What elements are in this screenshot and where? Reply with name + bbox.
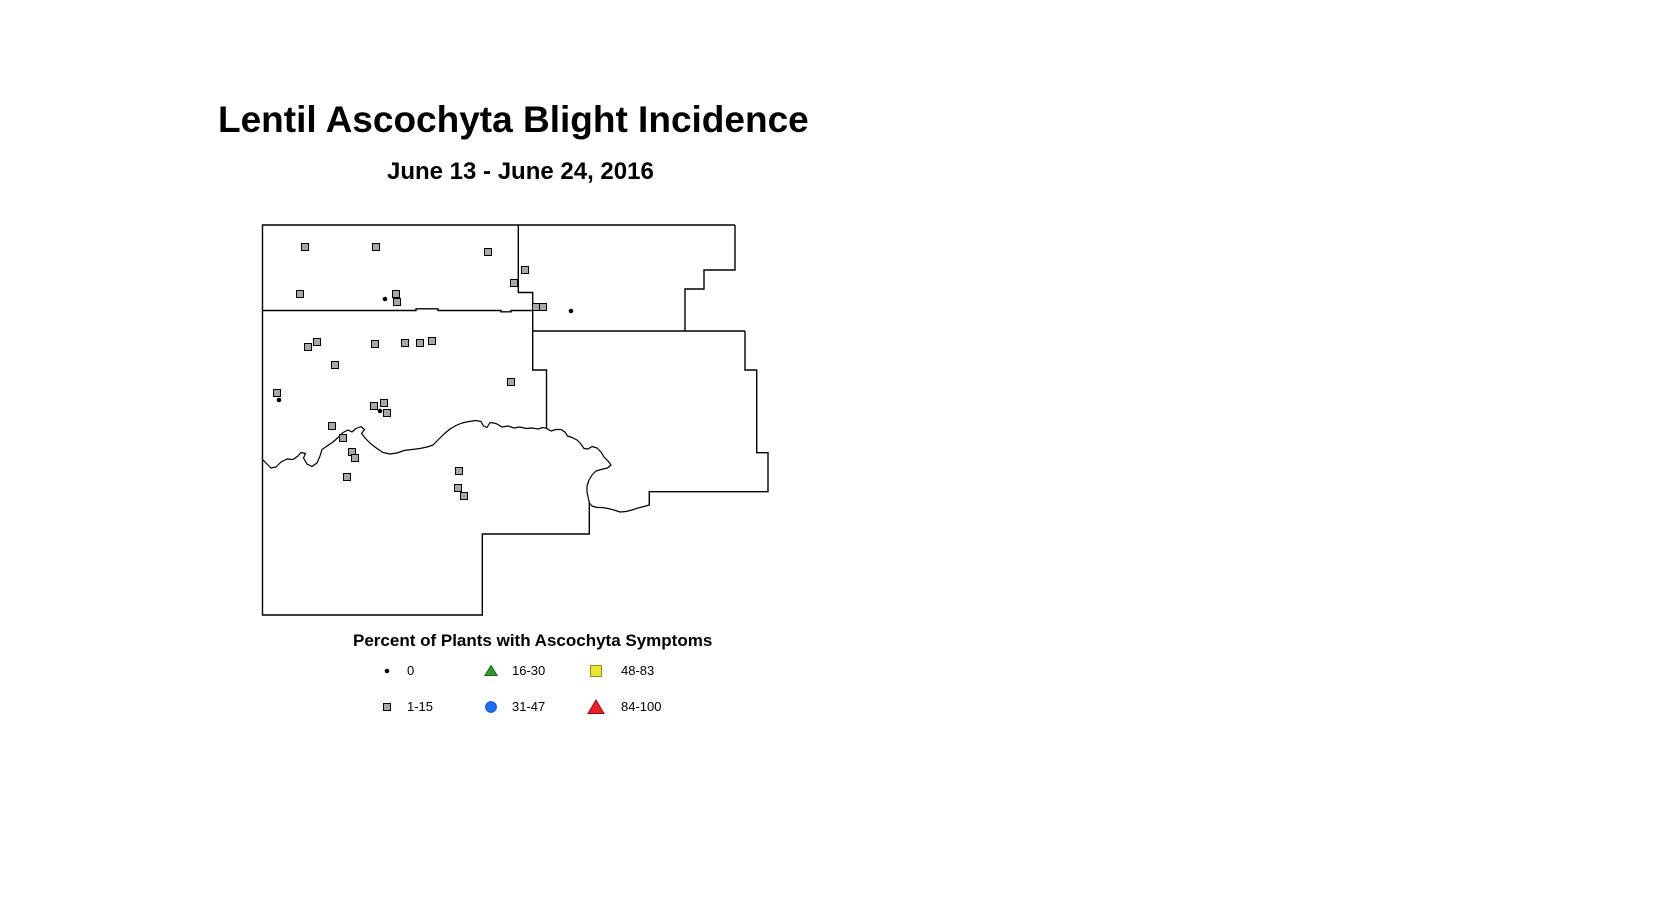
survey-point-low <box>416 339 424 347</box>
county-boundary <box>648 331 769 505</box>
survey-point-low <box>351 454 359 462</box>
survey-point-low <box>370 402 378 410</box>
survey-point-low <box>428 337 436 345</box>
survey-point-low <box>343 473 351 481</box>
legend-symbol-circle <box>485 701 497 713</box>
survey-point-low <box>401 339 409 347</box>
legend-symbol-triangle <box>483 664 499 676</box>
survey-point-low <box>484 248 492 256</box>
river-boundary <box>261 419 650 513</box>
legend-label: 0 <box>407 663 415 678</box>
survey-point-low <box>539 303 547 311</box>
survey-point-low <box>393 298 401 306</box>
survey-points <box>273 243 574 500</box>
survey-point-low <box>331 361 339 369</box>
legend-symbol-square <box>590 665 602 677</box>
legend-label: 1-15 <box>407 699 434 714</box>
survey-point-low <box>380 399 388 407</box>
survey-point-low <box>371 340 379 348</box>
survey-point-zero <box>377 408 383 414</box>
survey-point-low <box>304 343 312 351</box>
legend-label: 16-30 <box>512 663 546 678</box>
survey-point-low <box>296 290 304 298</box>
survey-point-zero <box>276 397 282 403</box>
legend-symbol-large-triangle <box>587 699 605 714</box>
survey-point-low <box>313 338 321 346</box>
county-boundary <box>517 225 548 429</box>
county-boundary <box>684 225 736 331</box>
county-boundaries <box>261 224 769 616</box>
survey-point-low <box>328 422 336 430</box>
survey-point-low <box>383 409 391 417</box>
survey-point-low <box>392 290 400 298</box>
survey-point-low <box>532 303 540 311</box>
survey-point-zero <box>382 296 388 302</box>
survey-point-low <box>339 434 347 442</box>
legend-label: 84-100 <box>621 699 662 714</box>
snake-river <box>261 419 650 513</box>
survey-point-low <box>460 492 468 500</box>
survey-point-low <box>301 243 309 251</box>
survey-point-low <box>507 378 515 386</box>
legend-title: Percent of Plants with Ascochyta Symptom… <box>353 631 713 650</box>
survey-point-low <box>455 467 463 475</box>
legend-symbol-dot <box>384 668 390 674</box>
chart-title: Lentil Ascochyta Blight Incidence <box>218 99 809 140</box>
county-boundary <box>261 224 735 616</box>
survey-point-low <box>372 243 380 251</box>
survey-point-low <box>454 484 462 492</box>
survey-point-low <box>273 389 281 397</box>
legend-label: 48-83 <box>621 663 655 678</box>
survey-point-low <box>510 279 518 287</box>
county-boundary <box>262 308 533 313</box>
legend-label: 31-47 <box>512 699 546 714</box>
legend-symbol-small-square <box>383 703 391 711</box>
survey-point-low <box>521 266 529 274</box>
chart-subtitle: June 13 - June 24, 2016 <box>387 158 654 185</box>
survey-point-zero <box>568 308 574 314</box>
